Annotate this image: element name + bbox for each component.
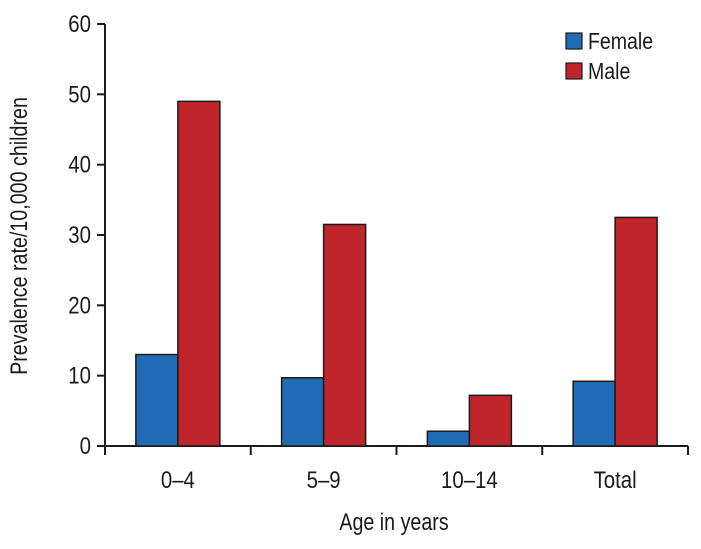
y-tick-label: 60 — [68, 10, 91, 37]
x-axis: 0–4 5–9 10–14 Total — [104, 445, 689, 493]
x-category-label: Total — [594, 466, 637, 493]
y-tick-label: 10 — [68, 362, 91, 389]
legend: Female Male — [565, 29, 653, 85]
bar-female-0 — [135, 353, 179, 447]
x-category-label: 10–14 — [441, 466, 498, 493]
bar-male-2 — [468, 394, 513, 447]
legend-label-female: Female — [588, 29, 653, 55]
bar-female-2 — [426, 430, 471, 447]
bar-female-3 — [572, 380, 616, 447]
x-category-label: 0–4 — [161, 466, 195, 493]
bar-male-0 — [177, 100, 221, 447]
bar-male-1 — [322, 223, 367, 447]
legend-swatch-male — [565, 62, 583, 80]
y-tick-label: 50 — [68, 81, 91, 108]
legend-label-male: Male — [588, 59, 630, 85]
x-category-label: 5–9 — [307, 466, 341, 493]
y-axis-title: Prevalence rate/10,000 children — [5, 97, 32, 375]
bars-group — [135, 100, 658, 447]
x-axis-title: Age in years — [339, 508, 448, 535]
y-tick-label: 20 — [68, 292, 91, 319]
y-tick-label: 30 — [68, 221, 91, 248]
legend-swatch-female — [565, 32, 583, 50]
y-tick-label: 0 — [80, 432, 91, 459]
bar-male-3 — [614, 216, 658, 447]
y-tick-label: 40 — [68, 151, 91, 178]
bar-female-1 — [280, 377, 325, 447]
y-axis: 0 10 20 30 40 50 60 — [68, 10, 106, 459]
